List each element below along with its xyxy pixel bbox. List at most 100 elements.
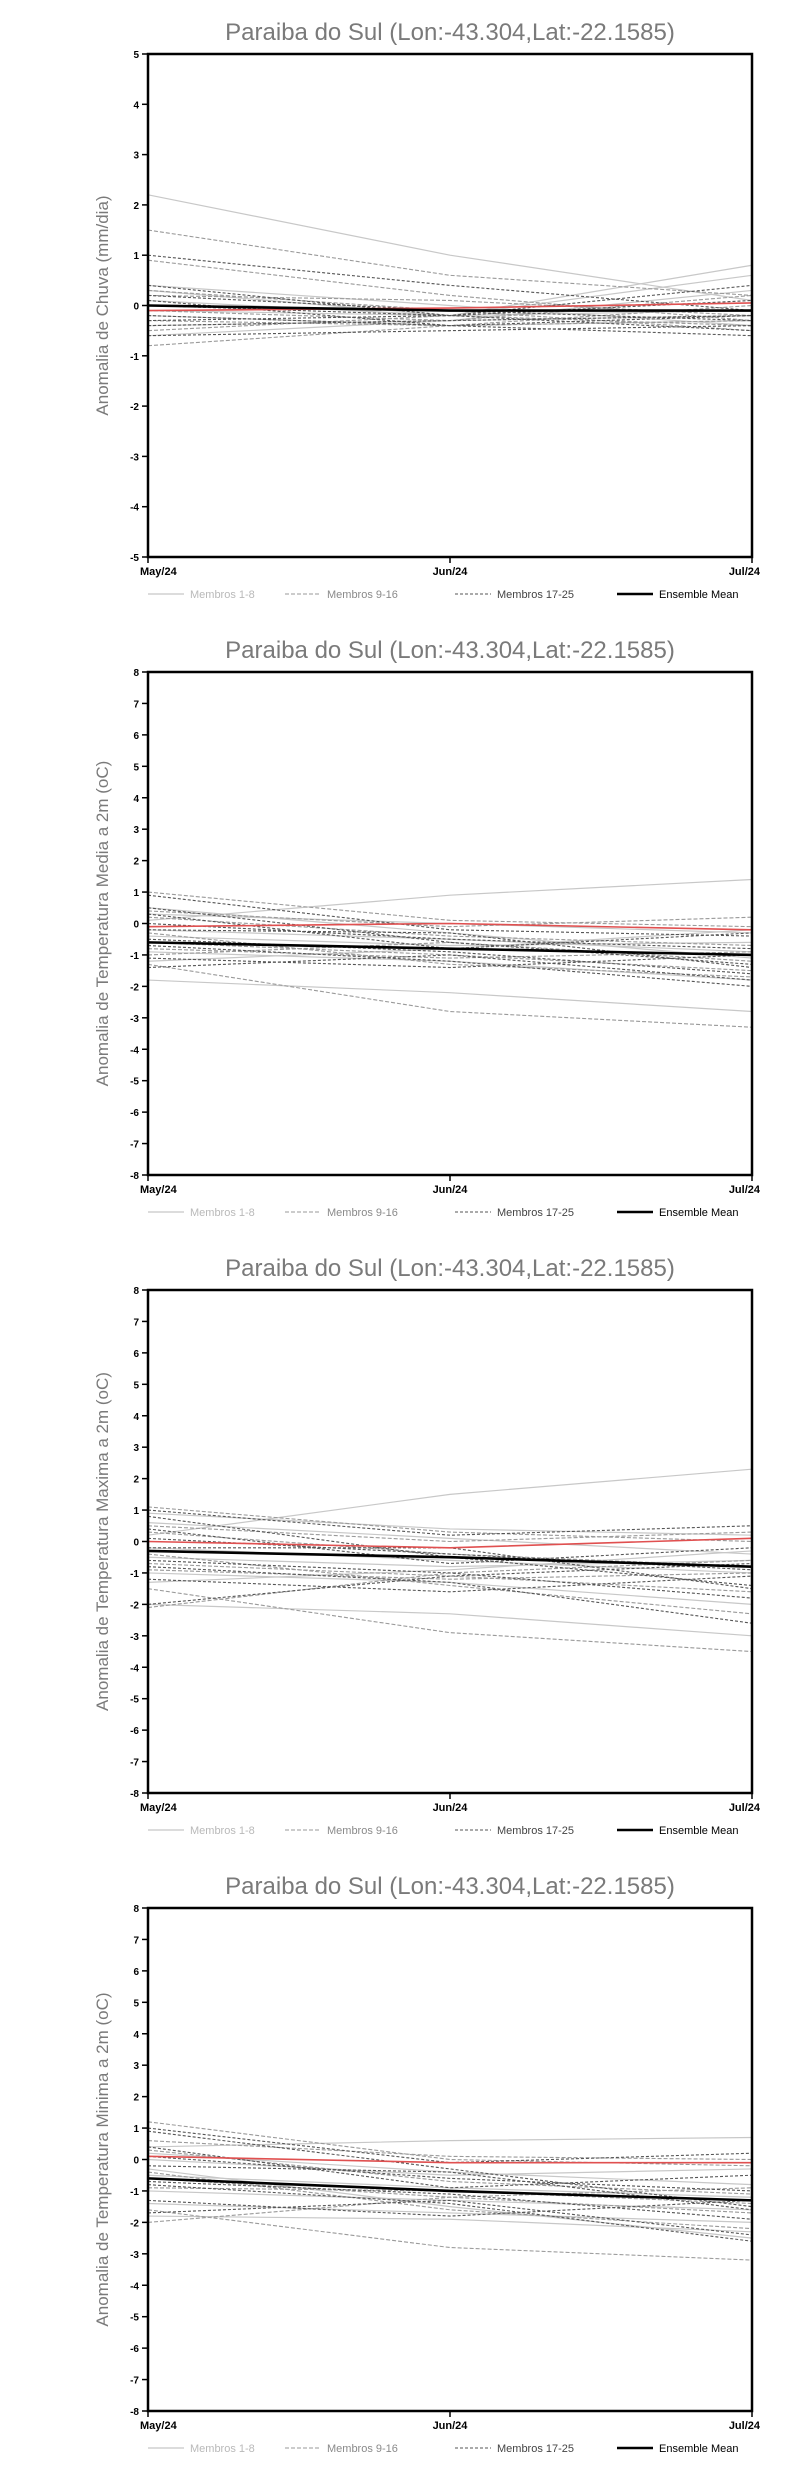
y-axis-label: Anomalia de Temperatura Media a 2m (oC) bbox=[93, 761, 112, 1087]
member-series-group bbox=[147, 2121, 753, 2261]
series-member-14 bbox=[147, 1525, 753, 1543]
chart-panel-4: Paraiba do Sul (Lon:-43.304,Lat:-22.1585… bbox=[0, 1854, 800, 2472]
legend-label: Ensemble Mean bbox=[659, 589, 739, 601]
y-axis-label: Anomalia de Temperatura Minima a 2m (oC) bbox=[93, 1992, 112, 2326]
y-tick-label: 5 bbox=[133, 1380, 139, 1391]
y-tick-label: -3 bbox=[130, 1632, 139, 1643]
series-member-25 bbox=[147, 1562, 753, 1605]
y-tick-label: -3 bbox=[130, 2250, 139, 2261]
legend-label: Membros 1-8 bbox=[190, 2443, 255, 2455]
y-tick-label: 3 bbox=[133, 2061, 139, 2072]
series-member-1 bbox=[147, 1468, 753, 1536]
y-tick-label: 1 bbox=[133, 1506, 139, 1517]
legend: Membros 1-8 Membros 9-16 Membros 17-25 Ense… bbox=[148, 1825, 739, 1837]
series-member-15 bbox=[147, 1553, 753, 1615]
series-member-17 bbox=[147, 1515, 753, 1587]
legend: Membros 1-8 Membros 9-16 Membros 17-25 Ense… bbox=[148, 589, 739, 601]
series-member-10 bbox=[147, 1562, 753, 1593]
series-member-15 bbox=[147, 932, 753, 978]
series-member-22 bbox=[147, 2184, 753, 2242]
x-tick-label: Jun/24 bbox=[433, 2420, 469, 2432]
y-tick-label: 4 bbox=[133, 794, 139, 805]
x-tick-label: Jun/24 bbox=[433, 566, 469, 578]
y-tick-label: 4 bbox=[133, 2030, 139, 2041]
y-axis: -8 -7 -6 -5 -4 -3 -2 -1 0 1 2 3 4 5 6 7 8 bbox=[130, 1286, 148, 1800]
series-member-6 bbox=[147, 284, 753, 327]
series-reference bbox=[147, 2155, 752, 2164]
series-member-11 bbox=[147, 2209, 753, 2261]
series-member-14 bbox=[147, 910, 753, 928]
series-member-13 bbox=[147, 948, 753, 959]
series-member-23 bbox=[147, 1528, 753, 1565]
legend-label: Membros 1-8 bbox=[190, 589, 255, 601]
y-axis-label: Anomalia de Chuva (mm/dia) bbox=[93, 195, 112, 415]
series-member-25 bbox=[147, 954, 753, 981]
y-tick-label: -7 bbox=[130, 1140, 139, 1151]
chart-svg-3: Paraiba do Sul (Lon:-43.304,Lat:-22.1585… bbox=[93, 1255, 761, 1837]
x-axis: May/24 Jun/24 Jul/24 bbox=[140, 557, 761, 578]
y-tick-label: -5 bbox=[130, 2313, 139, 2324]
series-member-24 bbox=[147, 929, 753, 969]
series-member-4 bbox=[147, 1522, 753, 1555]
y-tick-label: -3 bbox=[130, 1014, 139, 1025]
y-tick-label: 0 bbox=[133, 302, 139, 313]
series-member-22 bbox=[147, 1566, 753, 1624]
x-tick-label: May/24 bbox=[140, 566, 178, 578]
chart-title: Paraiba do Sul (Lon:-43.304,Lat:-22.1585… bbox=[225, 19, 675, 46]
series-member-20 bbox=[147, 1575, 753, 1593]
series-reference bbox=[147, 302, 753, 312]
y-tick-label: -8 bbox=[130, 2407, 139, 2418]
x-axis: May/24 Jun/24 Jul/24 bbox=[140, 2411, 761, 2432]
y-axis-label: Anomalia de Temperatura Maxima a 2m (oC) bbox=[93, 1372, 112, 1711]
series-member-21 bbox=[147, 2155, 753, 2192]
series-member-2 bbox=[147, 1556, 753, 1568]
series-ensemble-mean bbox=[147, 304, 752, 312]
y-axis: -5 -4 -3 -2 -1 0 1 2 3 4 5 bbox=[130, 50, 148, 564]
series-member-15 bbox=[147, 2171, 753, 2230]
chart-svg-4: Paraiba do Sul (Lon:-43.304,Lat:-22.1585… bbox=[93, 1873, 761, 2455]
legend-label: Membros 17-25 bbox=[497, 2443, 574, 2455]
series-member-20 bbox=[147, 2199, 753, 2217]
chart-panel-2: Paraiba do Sul (Lon:-43.304,Lat:-22.1585… bbox=[0, 618, 800, 1236]
series-member-10 bbox=[147, 259, 753, 322]
series-member-12 bbox=[147, 294, 753, 317]
series-member-1 bbox=[147, 194, 753, 302]
y-tick-label: -6 bbox=[130, 2344, 139, 2355]
series-member-16 bbox=[147, 2187, 753, 2223]
y-tick-label: -4 bbox=[130, 2281, 139, 2292]
series-member-21 bbox=[147, 922, 753, 950]
y-tick-label: -5 bbox=[130, 1695, 139, 1706]
series-member-20 bbox=[147, 954, 753, 969]
series-member-3 bbox=[147, 1603, 753, 1637]
chart-panel-1: Paraiba do Sul (Lon:-43.304,Lat:-22.1585… bbox=[0, 0, 800, 618]
legend-label: Ensemble Mean bbox=[659, 2443, 739, 2455]
legend: Membros 1-8 Membros 9-16 Membros 17-25 Ense… bbox=[148, 2443, 739, 2455]
y-tick-label: 7 bbox=[133, 1935, 139, 1946]
y-tick-label: -5 bbox=[130, 1077, 139, 1088]
series-member-7 bbox=[147, 1550, 753, 1583]
legend-label: Membros 17-25 bbox=[497, 589, 574, 601]
member-series-group bbox=[147, 878, 753, 1028]
y-tick-label: 5 bbox=[133, 50, 139, 61]
x-tick-label: Jul/24 bbox=[729, 566, 761, 578]
y-tick-label: 3 bbox=[133, 1443, 139, 1454]
series-member-2 bbox=[147, 935, 753, 947]
y-tick-label: -1 bbox=[130, 951, 139, 962]
y-tick-label: 2 bbox=[133, 857, 139, 868]
series-member-17 bbox=[147, 284, 753, 332]
y-tick-label: 2 bbox=[133, 1475, 139, 1486]
chart-svg-2: Paraiba do Sul (Lon:-43.304,Lat:-22.1585… bbox=[93, 637, 761, 1219]
member-series-group bbox=[147, 194, 753, 347]
y-tick-label: -6 bbox=[130, 1108, 139, 1119]
series-member-14 bbox=[147, 2140, 753, 2161]
x-tick-label: Jul/24 bbox=[729, 1802, 761, 1814]
series-member-8 bbox=[147, 2158, 753, 2176]
chart-panel-3: Paraiba do Sul (Lon:-43.304,Lat:-22.1585… bbox=[0, 1236, 800, 1854]
series-member-22 bbox=[147, 944, 753, 987]
series-member-25 bbox=[147, 299, 753, 327]
legend-label: Membros 1-8 bbox=[190, 1825, 255, 1837]
y-tick-label: -4 bbox=[130, 1663, 139, 1674]
y-tick-label: 0 bbox=[133, 1538, 139, 1549]
y-tick-label: 6 bbox=[133, 731, 139, 742]
